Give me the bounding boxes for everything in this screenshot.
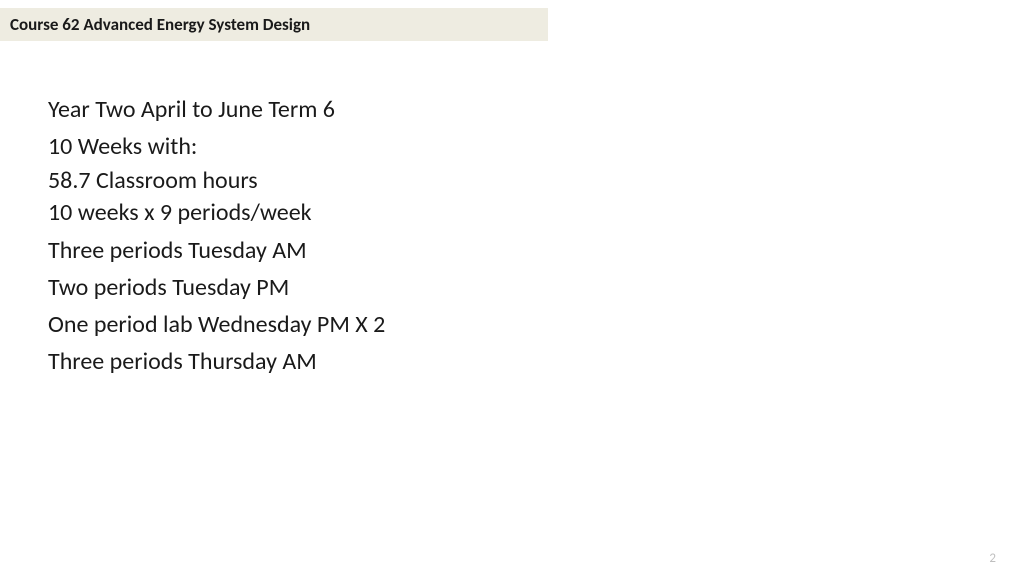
line-weeks: 10 Weeks with: [48,128,1024,165]
line-periods-calc: 10 weeks x 9 periods/week [48,197,1024,228]
line-wednesday: One period lab Wednesday PM X 2 [48,306,1024,343]
line-hours: 58.7 Classroom hours [48,165,1024,196]
title-bar: Course 62 Advanced Energy System Design [0,8,548,41]
line-thursday: Three periods Thursday AM [48,343,1024,380]
line-tuesday-pm: Two periods Tuesday PM [48,269,1024,306]
course-title: Course 62 Advanced Energy System Design [10,14,310,35]
page-number: 2 [989,551,996,566]
line-term: Year Two April to June Term 6 [48,91,1024,128]
content-area: Year Two April to June Term 6 10 Weeks w… [0,41,1024,381]
line-tuesday-am: Three periods Tuesday AM [48,232,1024,269]
